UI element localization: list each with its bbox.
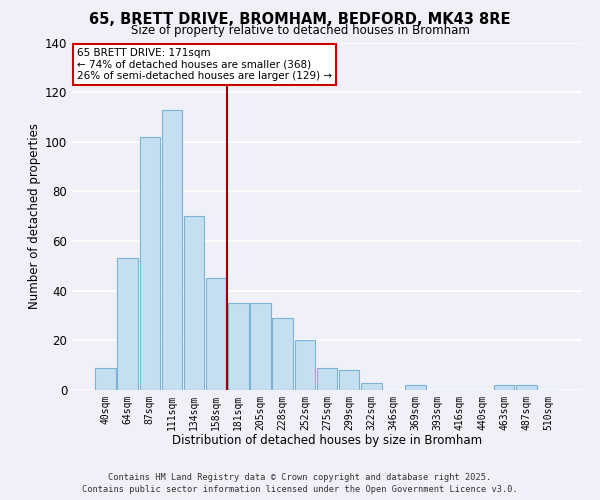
Bar — [516, 385, 536, 390]
Bar — [295, 340, 315, 390]
Bar — [494, 385, 514, 390]
Bar — [361, 382, 382, 390]
Bar — [317, 368, 337, 390]
Bar — [161, 110, 182, 390]
Bar — [118, 258, 138, 390]
X-axis label: Distribution of detached houses by size in Bromham: Distribution of detached houses by size … — [172, 434, 482, 448]
Bar — [250, 303, 271, 390]
Bar — [140, 137, 160, 390]
Bar — [184, 216, 204, 390]
Bar — [95, 368, 116, 390]
Bar — [272, 318, 293, 390]
Bar — [206, 278, 226, 390]
Text: 65 BRETT DRIVE: 171sqm
← 74% of detached houses are smaller (368)
26% of semi-de: 65 BRETT DRIVE: 171sqm ← 74% of detached… — [77, 48, 332, 81]
Text: Size of property relative to detached houses in Bromham: Size of property relative to detached ho… — [131, 24, 469, 37]
Bar — [228, 303, 248, 390]
Text: 65, BRETT DRIVE, BROMHAM, BEDFORD, MK43 8RE: 65, BRETT DRIVE, BROMHAM, BEDFORD, MK43 … — [89, 12, 511, 28]
Bar — [406, 385, 426, 390]
Text: Contains HM Land Registry data © Crown copyright and database right 2025.
Contai: Contains HM Land Registry data © Crown c… — [82, 473, 518, 494]
Y-axis label: Number of detached properties: Number of detached properties — [28, 123, 41, 309]
Bar — [339, 370, 359, 390]
